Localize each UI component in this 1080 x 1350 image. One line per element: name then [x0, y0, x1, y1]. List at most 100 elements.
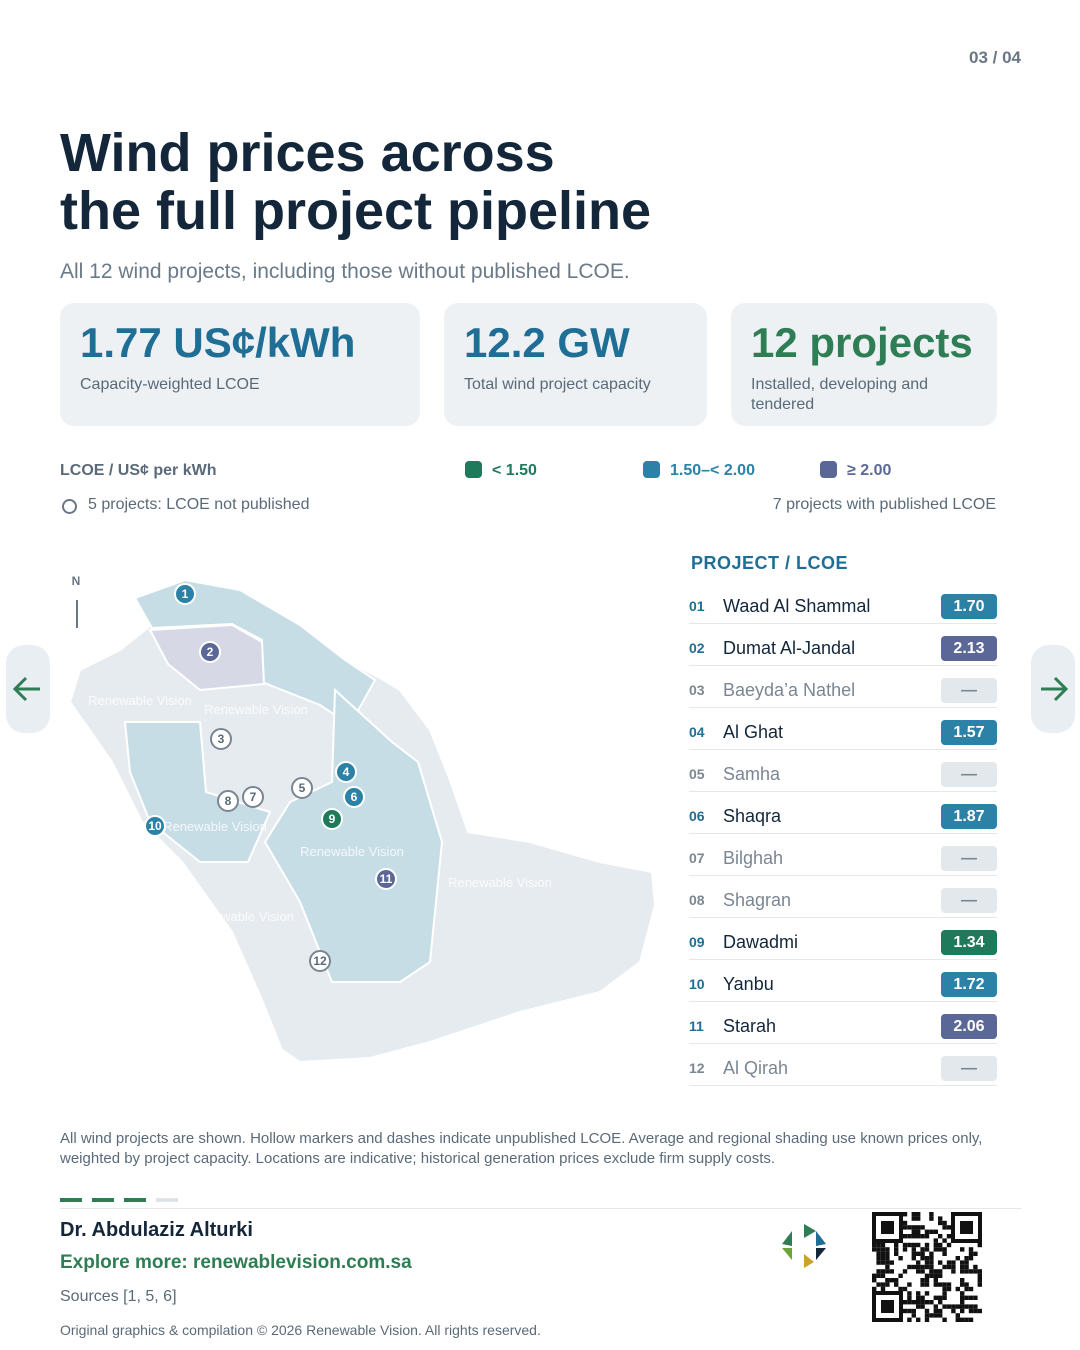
qr-module	[960, 1300, 965, 1305]
progress	[60, 1198, 180, 1202]
qr-finder	[960, 1221, 973, 1234]
next-button[interactable]	[1031, 645, 1075, 733]
qr-module	[968, 1308, 974, 1314]
qr-module	[907, 1308, 912, 1314]
qr-module	[942, 1295, 947, 1300]
row-number: 08	[689, 892, 705, 908]
lcoe-badge: —	[941, 1056, 997, 1081]
qr-module	[968, 1256, 974, 1261]
stat-value: 12 projects	[751, 319, 973, 366]
page-number: 03 / 04	[969, 48, 1021, 67]
qr-module	[872, 1273, 877, 1278]
qr-module	[929, 1216, 934, 1221]
qr-module	[942, 1264, 947, 1270]
qr-module	[920, 1295, 925, 1300]
qr-module	[885, 1264, 890, 1270]
marker-label: 2	[207, 645, 214, 659]
qr-module	[977, 1282, 982, 1287]
lcoe-badge: 2.06	[941, 1014, 997, 1039]
qr-finder	[881, 1221, 894, 1234]
project-marker	[375, 868, 397, 890]
qr-module	[902, 1300, 908, 1305]
row-number: 07	[689, 850, 705, 866]
qr-module	[924, 1229, 930, 1234]
qr-module	[916, 1317, 921, 1322]
watermark: Renewable Vision	[163, 819, 267, 834]
qr-module	[885, 1269, 890, 1274]
marker-label: 12	[313, 954, 327, 968]
qr-module	[964, 1269, 969, 1274]
row-number: 02	[689, 640, 705, 656]
qr-module	[942, 1304, 947, 1309]
qr-module	[872, 1242, 877, 1248]
qr-module	[933, 1242, 938, 1248]
qr-module	[911, 1264, 916, 1270]
qr-module	[938, 1247, 943, 1252]
qr-module	[889, 1269, 894, 1274]
marker-label: 1	[182, 587, 189, 601]
qr-module	[924, 1282, 930, 1287]
stat-label: Installed, developing and tendered	[751, 376, 929, 413]
project-name: Al Ghat	[723, 722, 784, 742]
qr-module	[907, 1225, 912, 1230]
stat-value: 1.77 US¢/kWh	[80, 319, 356, 366]
qr-module	[960, 1260, 965, 1265]
qr-module	[902, 1212, 908, 1217]
project-marker	[335, 761, 357, 783]
qr-module	[946, 1242, 952, 1248]
qr-module	[951, 1269, 956, 1274]
watermark: Renewable Vision	[300, 844, 404, 859]
qr-module	[938, 1260, 943, 1265]
qr-module	[942, 1291, 947, 1296]
qr-module	[907, 1291, 912, 1296]
qr-module	[968, 1317, 974, 1322]
qr-finder	[872, 1212, 903, 1243]
qr-module	[907, 1317, 912, 1322]
qr-module	[973, 1304, 978, 1309]
qr-module	[889, 1260, 894, 1265]
qr-module	[942, 1238, 947, 1243]
qr-module	[955, 1286, 960, 1292]
qr-module	[924, 1247, 930, 1252]
qr-module	[924, 1264, 930, 1270]
qr-module	[902, 1225, 908, 1230]
qr-module	[973, 1269, 978, 1274]
qr-module	[880, 1247, 886, 1252]
qr-module	[933, 1304, 938, 1309]
qr-module	[933, 1229, 938, 1234]
marker-label: 10	[148, 819, 162, 833]
qr-module	[885, 1278, 890, 1283]
qr-module	[973, 1251, 978, 1256]
row-number: 05	[689, 766, 705, 782]
qr-module	[920, 1304, 925, 1309]
qr-module	[964, 1304, 969, 1309]
prev-button[interactable]	[6, 645, 50, 733]
qr-module	[885, 1247, 890, 1252]
project-marker	[343, 786, 365, 808]
qr-module	[911, 1229, 916, 1234]
qr-module	[946, 1234, 952, 1239]
qr-module	[946, 1286, 952, 1292]
qr-module	[951, 1260, 956, 1265]
project-marker	[199, 641, 221, 663]
qr-module	[960, 1308, 965, 1314]
qr-module	[902, 1247, 908, 1252]
qr-module	[960, 1295, 965, 1300]
project-name: Waad Al Shammal	[723, 596, 871, 616]
qr-module	[946, 1304, 952, 1309]
legend-label: ≥ 2.00	[847, 462, 892, 479]
footnote: All wind projects are shown. Hollow mark…	[60, 1130, 983, 1167]
qr-module	[920, 1269, 925, 1274]
stat-card: 1.77 US¢/kWh Capacity-weighted LCOE	[60, 303, 420, 426]
hollow-icon	[62, 499, 77, 514]
qr-module	[885, 1251, 890, 1256]
qr-module	[960, 1247, 965, 1252]
link[interactable]: Explore more: renewablevision.com.sa	[60, 1252, 412, 1273]
project-marker	[291, 777, 313, 799]
lcoe-badge: —	[941, 678, 997, 703]
watermark: Renewable Vision	[190, 909, 294, 924]
qr-module	[946, 1225, 952, 1230]
qr-module	[929, 1300, 934, 1305]
marker-label: 7	[250, 790, 257, 804]
published-note: 7 projects with published LCOE	[772, 496, 996, 513]
